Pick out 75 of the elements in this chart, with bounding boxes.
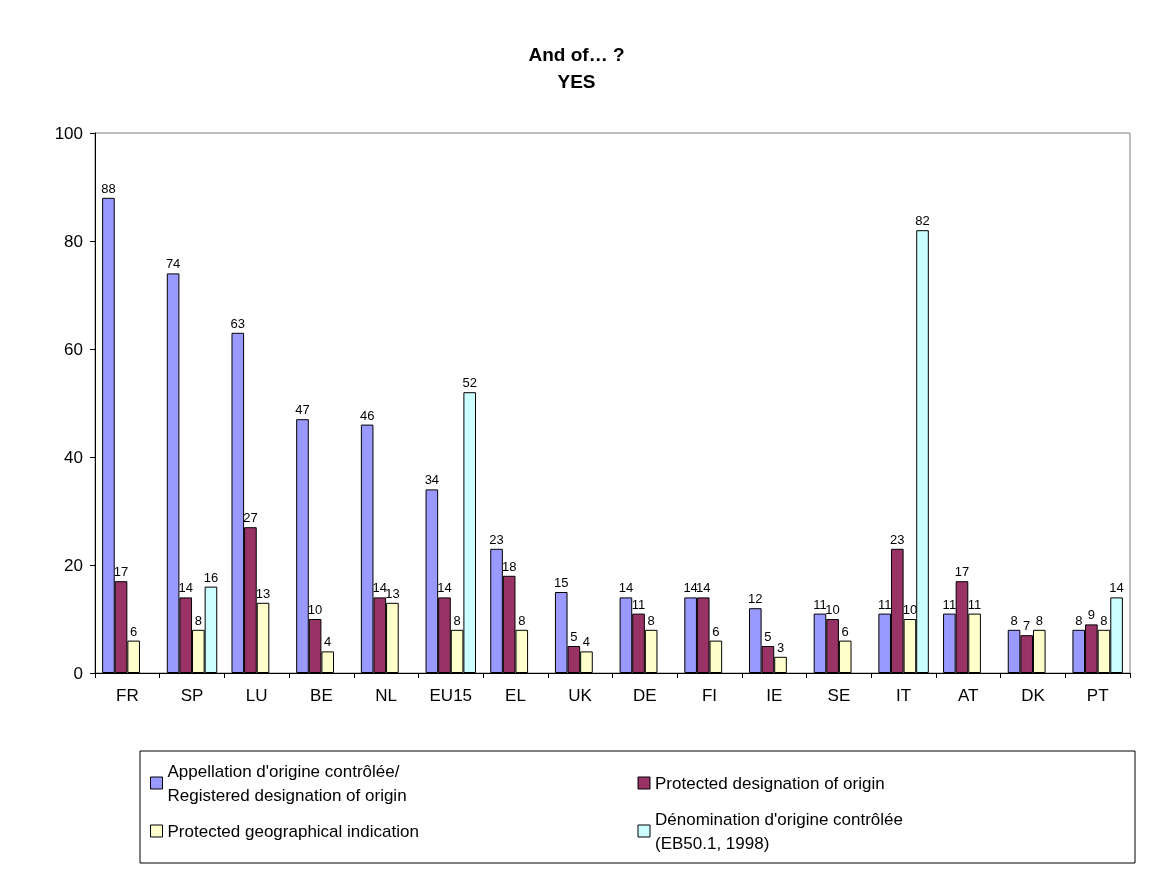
data-label: 11 — [631, 596, 646, 612]
x-tick-label: EL — [505, 686, 526, 705]
x-tick-label: AT — [958, 686, 979, 705]
data-label: 8 — [647, 612, 655, 628]
data-label: 11 — [942, 596, 957, 612]
y-tick-label: 60 — [64, 339, 83, 359]
x-tick-label: BE — [310, 686, 333, 705]
chart-subtitle: YES — [557, 71, 596, 92]
data-label: 11 — [967, 596, 982, 612]
x-tick-label: LU — [245, 686, 268, 705]
x-tick-label: NL — [375, 686, 397, 705]
data-label: 8 — [1035, 612, 1043, 628]
data-label: 6 — [841, 623, 849, 639]
x-tick-label: FI — [701, 686, 718, 705]
x-tick-label: DE — [633, 686, 657, 705]
data-label: 14 — [1109, 580, 1124, 596]
data-label: 14 — [618, 580, 634, 596]
legend-label: Dénomination d'origine contrôlée (EB50.1, 1998) — [655, 809, 904, 853]
data-label: 27 — [243, 510, 258, 526]
legend-label: Protected designation of origin — [655, 773, 885, 793]
data-label: 14 — [437, 580, 452, 596]
y-tick-label: 20 — [64, 555, 83, 575]
x-tick-label: PT — [1086, 686, 1109, 705]
data-label: 8 — [453, 612, 461, 628]
y-tick-label: 40 — [64, 447, 83, 467]
data-label: 23 — [489, 531, 504, 547]
data-label: 63 — [230, 315, 246, 331]
data-label: 7 — [1023, 618, 1031, 634]
data-label: 6 — [130, 623, 138, 639]
x-tick-label: IE — [766, 686, 783, 705]
data-label: 3 — [776, 639, 785, 655]
x-tick-label: DK — [1021, 686, 1046, 705]
data-label: 34 — [424, 472, 440, 488]
legend-label: Protected geographical indication — [167, 821, 419, 841]
x-tick-label: UK — [568, 686, 593, 705]
chart-title: And of… ? — [528, 44, 625, 65]
x-tick-label: EU15 — [429, 686, 473, 705]
data-label: 11 — [877, 596, 892, 612]
data-label: 88 — [101, 180, 116, 196]
data-label: 17 — [954, 564, 970, 580]
data-label: 47 — [295, 402, 310, 418]
data-label: 8 — [194, 612, 202, 628]
data-label: 8 — [1010, 612, 1018, 628]
data-label: 4 — [582, 634, 591, 650]
data-label: 14 — [683, 580, 698, 596]
data-label: 23 — [890, 531, 905, 547]
data-label: 8 — [518, 612, 526, 628]
data-label: 74 — [165, 256, 181, 272]
y-tick-label: 100 — [54, 123, 83, 143]
data-label: 14 — [372, 580, 388, 596]
legend-label: Appellation d'origine contrôlée/ Registered designation of origin — [167, 761, 407, 805]
data-label: 52 — [462, 375, 477, 391]
x-tick-label: IT — [896, 686, 912, 705]
data-label: 12 — [748, 591, 763, 607]
data-label: 14 — [178, 580, 193, 596]
data-label: 5 — [570, 629, 578, 644]
x-tick-label: FR — [116, 686, 139, 705]
data-label: 5 — [764, 629, 772, 644]
data-label: 11 — [813, 596, 827, 612]
data-label: 18 — [501, 558, 517, 574]
data-label: 16 — [203, 569, 219, 585]
x-tick-label: SP — [180, 686, 204, 705]
data-label: 8 — [1075, 612, 1083, 628]
data-label: 6 — [712, 623, 720, 639]
data-label: 15 — [554, 575, 569, 590]
x-tick-label: SE — [827, 686, 851, 705]
data-label: 82 — [915, 213, 930, 229]
y-tick-label: 0 — [73, 663, 83, 683]
y-tick-label: 80 — [64, 231, 83, 251]
data-label: 10 — [825, 602, 840, 617]
data-label: 8 — [1100, 612, 1108, 628]
data-label: 9 — [1087, 607, 1095, 623]
data-label: 13 — [385, 585, 400, 601]
data-label: 4 — [324, 634, 332, 650]
data-label: 46 — [359, 407, 375, 423]
